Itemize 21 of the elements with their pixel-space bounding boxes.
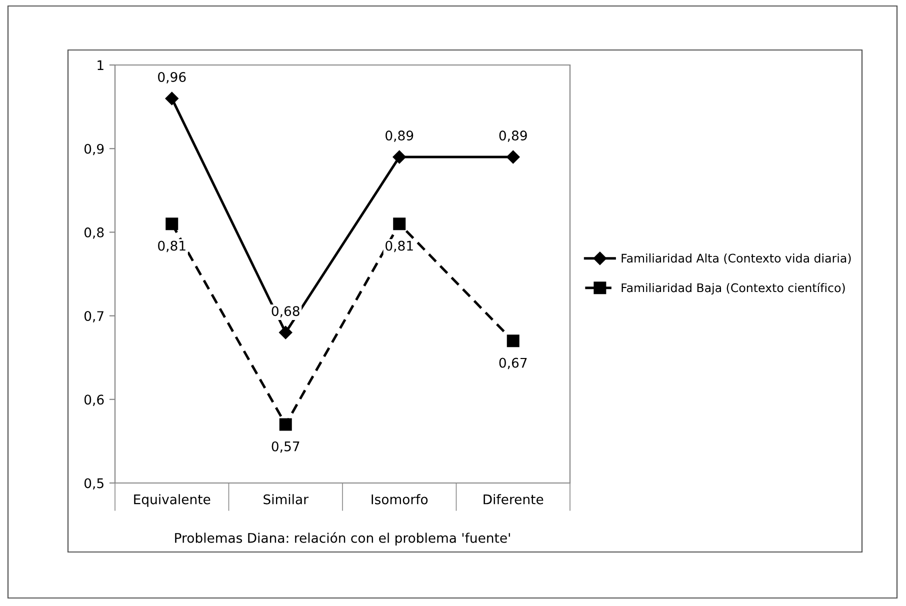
data-label: 0,57	[272, 441, 300, 453]
x-axis-title: Problemas Diana: relación con el problema 'fuente'	[175, 532, 510, 546]
y-tick-label: 0,6	[84, 394, 104, 406]
x-tick-label: Diferente	[484, 494, 544, 504]
legend-label: Familiaridad Baja (Contexto científico)	[622, 282, 845, 295]
data-label: 0,67	[499, 358, 527, 370]
data-label: 0,68	[272, 306, 300, 318]
data-label: 0,89	[499, 130, 527, 142]
data-label: 0,96	[158, 72, 186, 84]
x-tick-label: Isomorfo	[372, 494, 428, 504]
y-tick-label: 0,5	[84, 478, 104, 490]
data-label: 0,81	[386, 240, 413, 252]
x-tick-label: Equivalente	[134, 494, 210, 507]
y-tick-label: 0,8	[84, 227, 104, 239]
y-tick-label: 0,9	[84, 144, 104, 156]
y-tick-label: 1	[98, 60, 104, 70]
legend-label: Familiaridad Alta (Contexto vida diaria)	[622, 253, 851, 264]
data-label: 0,81	[158, 240, 186, 252]
x-tick-label: Similar	[264, 494, 308, 504]
y-tick-label: 0,7	[84, 311, 104, 322]
data-label: 0,89	[386, 130, 414, 142]
